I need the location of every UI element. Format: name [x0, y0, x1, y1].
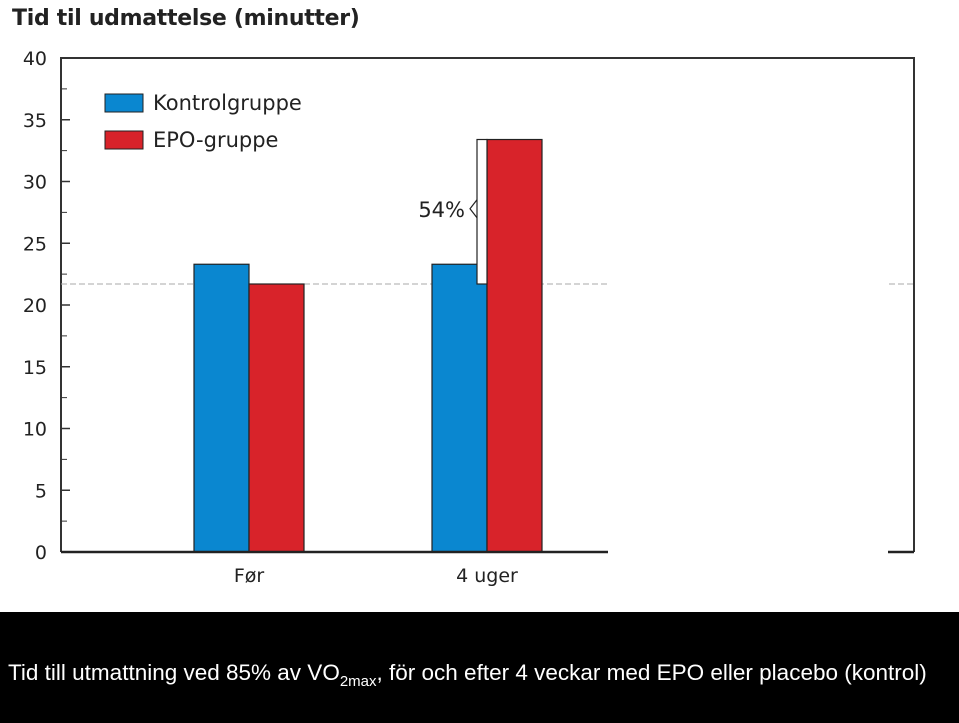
y-tick-label: 0 [35, 542, 47, 564]
bar-kontrol-0 [193, 263, 250, 553]
y-tick-label: 40 [23, 48, 47, 70]
overlay-mask [608, 60, 888, 580]
legend-label-epo: EPO-gruppe [153, 128, 278, 152]
y-tick-label: 5 [35, 480, 47, 502]
legend-swatch-kontrol [104, 93, 144, 113]
bar-kontrol-1 [431, 263, 488, 553]
legend-swatch-epo [104, 130, 144, 150]
legend-label-kontrol: Kontrolgruppe [153, 91, 302, 115]
y-tick-label: 20 [23, 295, 47, 317]
x-tick-label: 4 uger [456, 565, 518, 587]
caption-text-rest: , för och efter 4 veckar med EPO eller p… [376, 660, 927, 685]
bar-epo-0 [248, 283, 305, 553]
caption-subscript: 2max [339, 673, 377, 690]
chart-title: Tid til udmattelse (minutter) [12, 6, 360, 31]
chart-panel: Tid til udmattelse (minutter) 0 5 10 15 20 25… [0, 0, 959, 612]
y-tick-label: 25 [23, 233, 47, 255]
bracket-pointer [469, 199, 478, 219]
bar-epo-1 [486, 138, 543, 553]
caption-text: Tid till utmattning ved 85% av VO [8, 660, 340, 685]
y-tick-label: 10 [23, 419, 47, 441]
bar-chart: 0 5 10 15 20 25 30 35 40 Før 4 uger 54% Kontrolgrupp… [23, 48, 915, 587]
figure-caption: Tid till utmattning ved 85% av VO2max, f… [8, 656, 958, 690]
increase-bracket [476, 138, 488, 285]
y-tick-label: 35 [23, 110, 47, 132]
x-tick-label: Før [234, 565, 265, 587]
y-tick-label: 15 [23, 357, 47, 379]
annotation-label: 54% [418, 198, 465, 222]
y-tick-label: 30 [23, 172, 47, 194]
